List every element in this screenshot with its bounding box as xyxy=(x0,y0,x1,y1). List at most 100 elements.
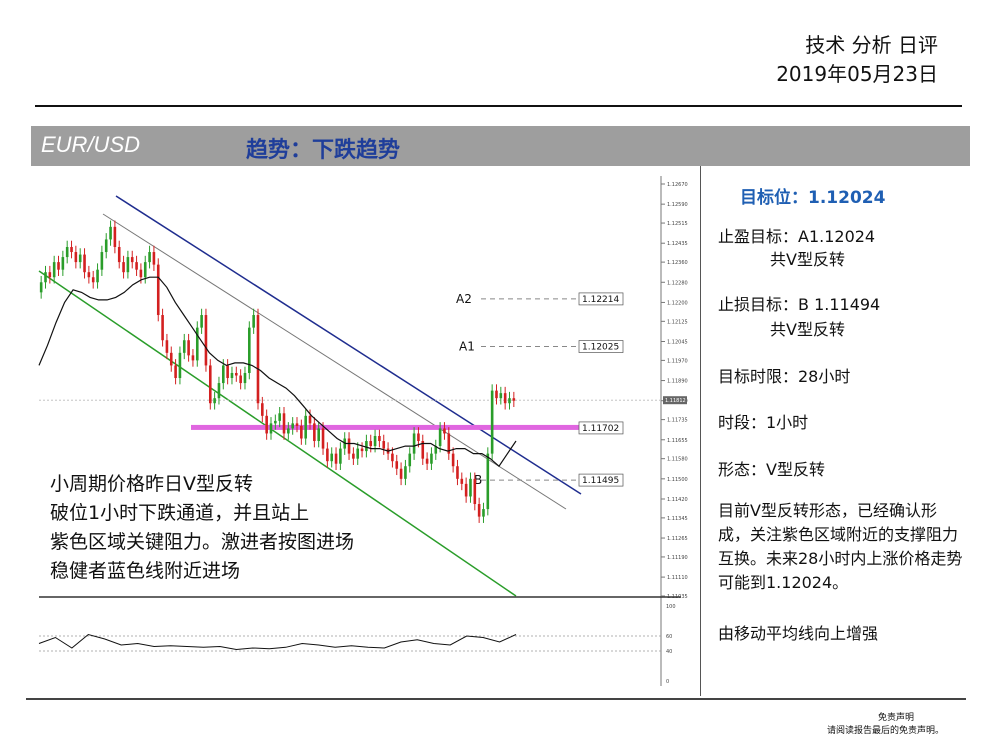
candle-body xyxy=(226,365,229,379)
candle-body xyxy=(278,413,281,421)
oscillator-level-label: 60 xyxy=(666,634,672,640)
current-price-value: 1.11812 xyxy=(665,398,686,404)
chart-area: 1.12670 1.12590 1.12515 1.12435 1.12360 1.122… xyxy=(31,166,701,696)
candle-body xyxy=(313,423,316,442)
candle-body xyxy=(308,415,312,424)
candle-body xyxy=(512,398,516,401)
level-name: A2 xyxy=(456,292,472,306)
candle-body xyxy=(261,403,264,416)
annotation-line: 破位1小时下跌通道，并且站上 xyxy=(50,502,310,524)
level-tag xyxy=(578,292,624,306)
y-tick-label: 1.11420 xyxy=(667,497,688,503)
level-tag xyxy=(578,473,624,487)
candle-body xyxy=(152,252,156,265)
candle-body xyxy=(221,365,225,384)
oscillator-line xyxy=(38,633,517,651)
candle-body xyxy=(122,262,125,273)
candle-body xyxy=(269,423,273,434)
candle-body xyxy=(469,478,472,497)
candle-body xyxy=(443,428,446,434)
target-level: 目标位：1.12024 xyxy=(740,188,886,208)
oscillator-scale-label: 0 xyxy=(666,679,669,685)
candle-body xyxy=(57,262,60,270)
candle-body xyxy=(165,340,169,353)
candle-body xyxy=(109,226,112,240)
candle-body xyxy=(378,435,381,442)
candle-body xyxy=(304,415,307,439)
candle-body xyxy=(352,453,355,459)
y-tick-label: 1.12360 xyxy=(667,260,688,266)
resistance-zone xyxy=(191,424,581,430)
candle-body xyxy=(117,246,121,263)
candle-body xyxy=(430,453,433,464)
candle-body xyxy=(451,453,455,467)
stop-loss-note: 共V型反转 xyxy=(770,320,845,339)
candle-body xyxy=(161,315,164,341)
candle-body xyxy=(78,254,82,263)
candle-body xyxy=(39,282,43,293)
candle-body xyxy=(421,441,425,459)
candle-body xyxy=(130,257,134,263)
y-tick-label: 1.12590 xyxy=(667,202,688,208)
candle-body xyxy=(369,441,373,447)
y-tick-label: 1.11190 xyxy=(667,555,688,561)
candle-body xyxy=(48,272,52,278)
candle-body xyxy=(395,461,399,469)
y-tick-label: 1.12125 xyxy=(667,319,688,325)
candle-body xyxy=(391,453,394,462)
candle-body xyxy=(208,365,212,404)
candle-body xyxy=(100,252,104,270)
candle-body xyxy=(191,355,195,361)
trend-label: 趋势：下跌趋势 xyxy=(246,138,401,163)
y-tick-label: 1.12515 xyxy=(667,221,688,227)
candle-body xyxy=(61,257,65,270)
candle-body xyxy=(282,413,286,434)
take-profit-note: 共V型反转 xyxy=(770,250,845,269)
candle-body xyxy=(217,383,221,399)
chart-annotation: 小周期价格昨日V型反转 破位1小时下跌通道，并且站上 紫色区域关键阻力。激进者按… xyxy=(50,470,354,586)
candle-body xyxy=(87,272,91,278)
candle-body xyxy=(235,372,238,376)
channel-upper-line xyxy=(115,195,582,495)
candle-body xyxy=(143,262,147,278)
channel-lower-line xyxy=(38,270,517,597)
candle-body xyxy=(408,453,412,467)
level-name: B xyxy=(474,473,482,487)
candle-body xyxy=(213,398,216,404)
take-profit: 止盈目标：A1.12024 xyxy=(718,227,876,246)
candle-body xyxy=(169,352,173,366)
candle-body xyxy=(503,393,507,404)
y-tick-label: 1.12670 xyxy=(667,182,688,188)
candle-body xyxy=(239,375,242,384)
candle-body xyxy=(44,272,47,283)
level-tag xyxy=(578,340,624,353)
candle-body xyxy=(204,315,208,366)
current-price-tag xyxy=(663,396,687,405)
y-tick-label: 1.12435 xyxy=(667,241,688,247)
summary-text: 目前V型反转形态，已经确认形成，关注紫色区域附近的支撑阻力互换。未来28小时内上… xyxy=(718,501,963,592)
price-chart: 1.12670 1.12590 1.12515 1.12435 1.12360 1.122… xyxy=(38,176,688,686)
candle-body xyxy=(464,483,468,497)
report-date: 2019年05月23日 xyxy=(776,62,938,86)
candle-body xyxy=(91,277,95,283)
annotation-line: 小周期价格昨日V型反转 xyxy=(50,473,253,495)
candle-body xyxy=(65,246,69,258)
oscillator-scale-label: 100 xyxy=(666,604,676,610)
candle-body xyxy=(434,446,438,454)
panel-divider xyxy=(700,166,701,696)
candle-body xyxy=(248,327,251,373)
candle-body xyxy=(182,340,186,353)
candle-body xyxy=(187,340,190,356)
candle-body xyxy=(300,425,303,439)
candle-body xyxy=(139,269,143,278)
y-tick-label: 1.11890 xyxy=(667,379,688,385)
candle-body xyxy=(360,448,364,452)
y-tick-label: 1.11265 xyxy=(667,536,688,542)
candle-body xyxy=(148,252,151,263)
candle-body xyxy=(438,428,442,447)
y-tick-label: 1.11735 xyxy=(667,418,688,424)
candle-body xyxy=(113,226,117,247)
disclaimer-title: 免责声明 xyxy=(877,713,914,723)
candle-body xyxy=(126,257,130,273)
y-tick-label: 1.12280 xyxy=(667,280,688,286)
